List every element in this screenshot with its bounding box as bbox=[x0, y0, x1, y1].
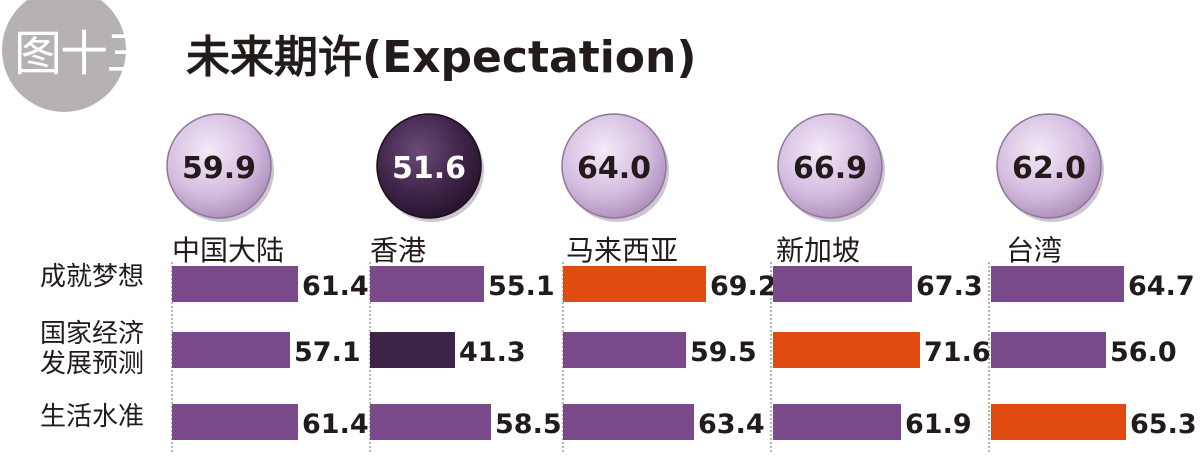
bar bbox=[172, 332, 290, 368]
bar bbox=[773, 266, 912, 302]
overall-value-label: 62.0 bbox=[1012, 151, 1086, 186]
bar bbox=[991, 266, 1124, 302]
bar-value-label: 67.3 bbox=[916, 271, 983, 302]
region-name-label: 马来西亚 bbox=[566, 234, 678, 267]
bar-value-label: 71.6 bbox=[924, 337, 991, 368]
region-name-label: 中国大陆 bbox=[172, 234, 284, 267]
figure-badge: 图十三 bbox=[0, 0, 154, 130]
bar bbox=[773, 332, 920, 368]
bar bbox=[773, 404, 901, 440]
bar-value-label: 59.5 bbox=[690, 337, 757, 368]
badge-circle bbox=[2, 0, 126, 112]
overall-value-label: 64.0 bbox=[577, 151, 651, 186]
bar bbox=[172, 266, 298, 302]
bar bbox=[370, 332, 455, 368]
row-label-living: 生活水准 bbox=[40, 402, 145, 432]
bar-value-label: 61.9 bbox=[905, 409, 972, 440]
overall-value-label: 51.6 bbox=[392, 151, 466, 186]
bar-value-label: 61.4 bbox=[302, 271, 369, 302]
bar-value-label: 55.1 bbox=[488, 271, 555, 302]
row-label-economy: 国家经济 发展预测 bbox=[40, 319, 145, 379]
bar bbox=[563, 266, 706, 302]
overall-value-label: 66.9 bbox=[793, 151, 867, 186]
bar-value-label: 63.4 bbox=[698, 409, 765, 440]
bar bbox=[563, 404, 694, 440]
overall-bubble bbox=[561, 113, 667, 219]
overall-value-label: 59.9 bbox=[182, 151, 256, 186]
row-label-dream: 成就梦想 bbox=[40, 262, 145, 292]
region-name-label: 香港 bbox=[370, 234, 426, 267]
bar bbox=[991, 332, 1106, 368]
bar-value-label: 56.0 bbox=[1110, 337, 1177, 368]
chart-title: 未来期许(Expectation) bbox=[186, 32, 697, 83]
bar-value-label: 61.4 bbox=[302, 409, 369, 440]
bar bbox=[563, 332, 686, 368]
bar bbox=[370, 404, 491, 440]
overall-bubble bbox=[376, 113, 482, 219]
bar-value-label: 57.1 bbox=[294, 337, 361, 368]
bar-value-label: 64.7 bbox=[1128, 271, 1195, 302]
region-name-label: 台湾 bbox=[1006, 234, 1062, 267]
region-name-label: 新加坡 bbox=[776, 234, 860, 267]
column-separator bbox=[988, 262, 990, 452]
bar-value-label: 41.3 bbox=[459, 337, 526, 368]
bar bbox=[370, 266, 484, 302]
overall-bubble bbox=[777, 113, 883, 219]
column-separator bbox=[770, 262, 772, 452]
bar-value-label: 58.5 bbox=[495, 409, 562, 440]
bar bbox=[172, 404, 298, 440]
bar-value-label: 69.2 bbox=[710, 271, 777, 302]
badge-text: 图十三 bbox=[14, 26, 154, 82]
bar-value-label: 65.3 bbox=[1130, 409, 1197, 440]
overall-bubble bbox=[166, 113, 272, 219]
overall-bubble bbox=[996, 113, 1102, 219]
bar bbox=[991, 404, 1126, 440]
